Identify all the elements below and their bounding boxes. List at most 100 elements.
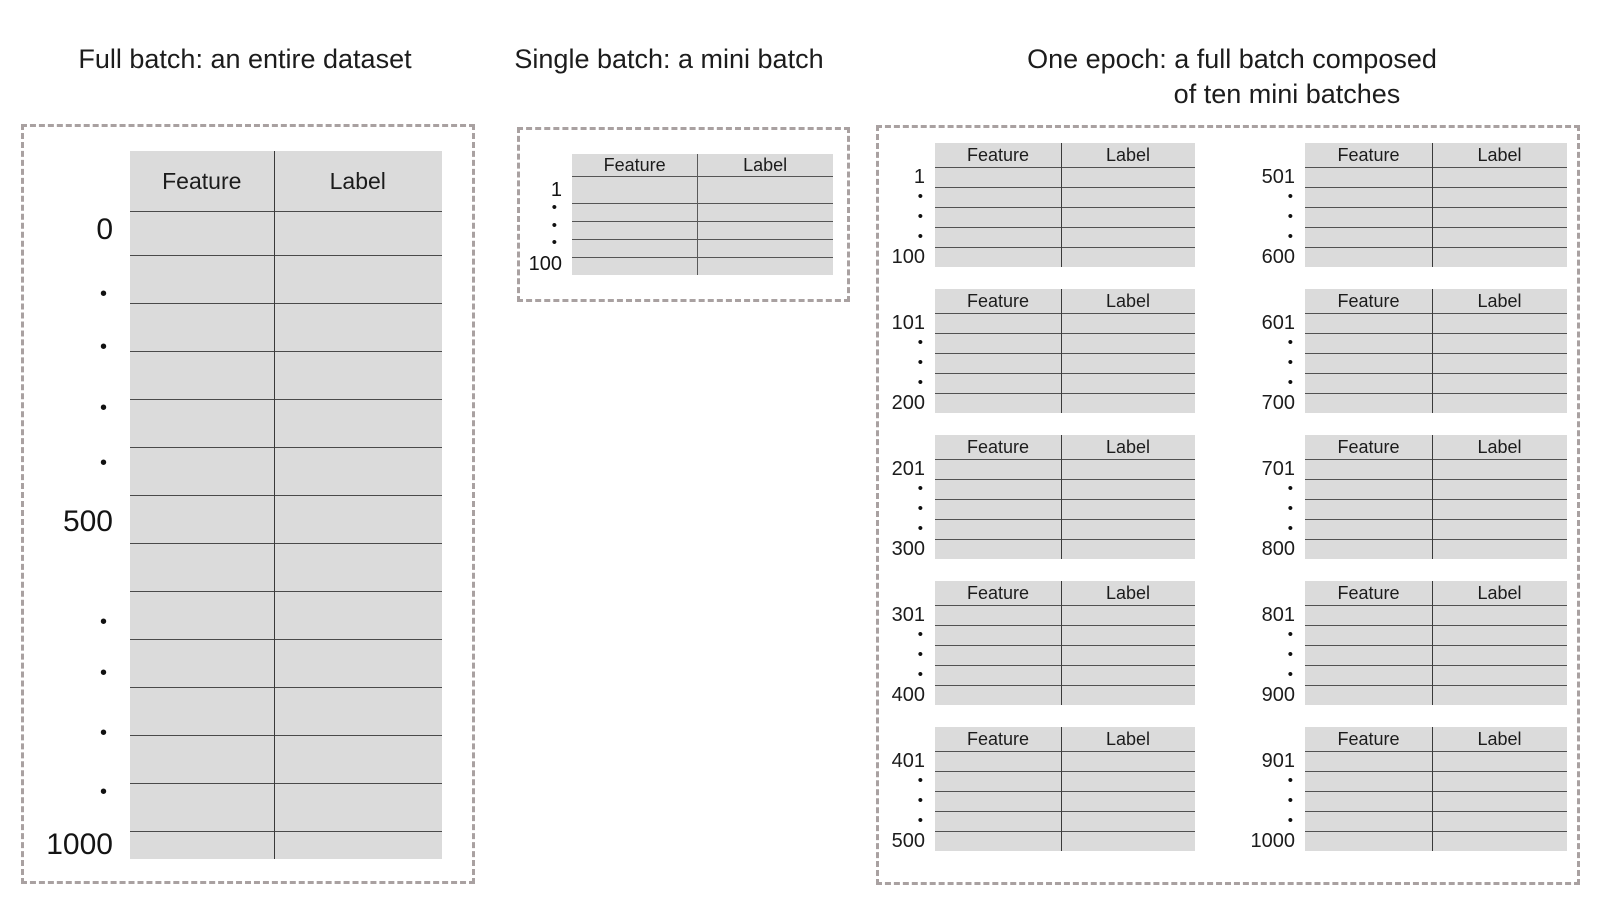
- feature-column-header: Feature: [1337, 436, 1400, 457]
- ellipsis-dot: •: [1287, 354, 1293, 371]
- table-body: [1305, 167, 1567, 267]
- mini-batch-grid: Feature Label: [935, 289, 1195, 413]
- ellipsis-dot: •: [917, 772, 923, 789]
- label-column-header: Label: [1477, 290, 1522, 311]
- column-divider-line: [1432, 581, 1434, 705]
- ellipsis-dot: •: [1287, 520, 1293, 537]
- label-column-header: Label: [743, 154, 788, 175]
- table-row: [1305, 373, 1567, 393]
- ellipsis-dot: •: [99, 662, 107, 684]
- table-header-row: Feature Label: [935, 581, 1195, 605]
- label-column-header: Label: [1106, 144, 1151, 165]
- ellipsis-dot: •: [917, 666, 923, 683]
- ellipsis-dot: •: [99, 611, 107, 633]
- row-index-end: 600: [1261, 246, 1295, 268]
- table-header-row: Feature Label: [1305, 289, 1567, 313]
- table-body: [130, 211, 442, 859]
- table-body: [935, 167, 1195, 267]
- ellipsis-dot: •: [917, 480, 923, 497]
- table-header-row: Feature Label: [935, 727, 1195, 751]
- mini-batch-table-501-600: 501 • • • 600 Feature Label: [1235, 143, 1567, 267]
- row-index-end: 500: [891, 830, 925, 852]
- row-index-end: 1000: [1250, 830, 1296, 852]
- table-row: [1305, 353, 1567, 373]
- ellipsis-dot: •: [99, 283, 107, 305]
- row-index-end: 700: [1261, 392, 1295, 414]
- label-column-header: Label: [1477, 728, 1522, 749]
- row-index-gutter: 301 • • • 400: [865, 581, 925, 705]
- label-column-header: Label: [329, 167, 386, 194]
- feature-column-header: Feature: [603, 154, 666, 175]
- label-column-header: Label: [1106, 582, 1151, 603]
- table-row: [935, 393, 1195, 413]
- table-header-row: Feature Label: [935, 289, 1195, 313]
- label-column-header: Label: [1106, 290, 1151, 311]
- table-body: [935, 605, 1195, 705]
- ellipsis-dot: •: [1287, 812, 1293, 829]
- label-column-header: Label: [1477, 582, 1522, 603]
- table-row: [935, 207, 1195, 227]
- row-index-end: 1000: [46, 828, 113, 861]
- table-row: [935, 645, 1195, 665]
- label-column-header: Label: [1477, 144, 1522, 165]
- mini-batch-grid: Feature Label: [1305, 435, 1567, 559]
- mini-batch-table-301-400: 301 • • • 400 Feature Label: [865, 581, 1195, 705]
- row-index-end: 100: [891, 246, 925, 268]
- ellipsis-dot: •: [551, 199, 557, 216]
- table-row: [1305, 605, 1567, 625]
- ellipsis-dot: •: [917, 188, 923, 205]
- row-index-gutter: 1 • • • 100: [865, 143, 925, 267]
- table-row: [935, 247, 1195, 267]
- ellipsis-dot: •: [917, 520, 923, 537]
- mini-batch-grid: Feature Label: [935, 143, 1195, 267]
- table-row: [1305, 645, 1567, 665]
- ellipsis-dot: •: [917, 812, 923, 829]
- table-row: [130, 351, 442, 399]
- mini-batch-table-1-100: 1 • • • 100 Feature Label: [865, 143, 1195, 267]
- table-row: [935, 187, 1195, 207]
- row-index-start: 701: [1261, 458, 1295, 480]
- table-row: [1305, 167, 1567, 187]
- single-batch-table: Feature Label: [572, 154, 833, 275]
- table-row: [935, 499, 1195, 519]
- table-header-row: Feature Label: [1305, 581, 1567, 605]
- table-row: [130, 447, 442, 495]
- row-index-end: 200: [891, 392, 925, 414]
- label-column-header: Label: [1106, 436, 1151, 457]
- ellipsis-dot: •: [1287, 188, 1293, 205]
- mini-batch-grid: Feature Label: [1305, 143, 1567, 267]
- ellipsis-dot: •: [917, 626, 923, 643]
- table-row: [130, 211, 442, 255]
- mini-batch-grid: Feature Label: [935, 727, 1195, 851]
- table-row: [935, 373, 1195, 393]
- table-row: [1305, 499, 1567, 519]
- row-index-gutter: 601 • • • 700: [1235, 289, 1295, 413]
- row-index-end: 800: [1261, 538, 1295, 560]
- full-batch-title: Full batch: an entire dataset: [78, 44, 412, 74]
- table-row: [1305, 771, 1567, 791]
- ellipsis-dot: •: [99, 781, 107, 803]
- table-row: [1305, 625, 1567, 645]
- ellipsis-dot: •: [99, 452, 107, 474]
- table-row: [935, 685, 1195, 705]
- feature-column-header: Feature: [967, 436, 1030, 457]
- feature-column-header: Feature: [1337, 728, 1400, 749]
- epoch-box: [876, 125, 1580, 885]
- table-header-row: Feature Label: [935, 435, 1195, 459]
- table-row: [935, 811, 1195, 831]
- mini-batch-grid: Feature Label: [935, 581, 1195, 705]
- table-row: [935, 625, 1195, 645]
- ellipsis-dot: •: [917, 228, 923, 245]
- ellipsis-dot: •: [917, 646, 923, 663]
- feature-column-header: Feature: [967, 582, 1030, 603]
- row-index-gutter: 901 • • • 1000: [1235, 727, 1296, 852]
- table-header-row: Feature Label: [572, 154, 833, 176]
- row-index-start: 801: [1261, 604, 1295, 626]
- table-row: [935, 519, 1195, 539]
- table-row: [130, 303, 442, 351]
- row-index-gutter: 201 • • • 300: [865, 435, 925, 559]
- label-column-header: Label: [1106, 728, 1151, 749]
- mini-batch-grid: Feature Label: [935, 435, 1195, 559]
- table-row: [130, 543, 442, 591]
- full-batch-table: Feature Label: [130, 151, 442, 859]
